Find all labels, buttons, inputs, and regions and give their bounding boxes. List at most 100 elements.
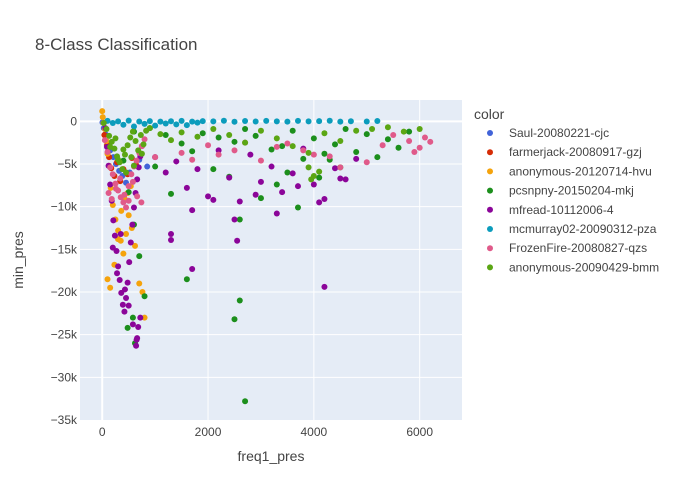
point-mfread-10112006-4 bbox=[332, 165, 339, 172]
point-anonymous-20120714-hvu bbox=[125, 212, 132, 219]
point-anonymous-20120714-hvu bbox=[141, 314, 148, 321]
legend-marker bbox=[487, 264, 493, 271]
legend-marker bbox=[487, 187, 493, 194]
point-anonymous-20120714-hvu bbox=[136, 280, 143, 287]
point-mfread-10112006-4 bbox=[205, 193, 212, 200]
point-anonymous-20090429-bmm bbox=[112, 135, 119, 142]
point-mfread-10112006-4 bbox=[117, 230, 124, 237]
point-mfread-10112006-4 bbox=[257, 178, 264, 185]
point-mfread-10112006-4 bbox=[289, 170, 296, 177]
point-anonymous-20090429-bmm bbox=[353, 127, 360, 134]
point-anonymous-20090429-bmm bbox=[120, 146, 127, 153]
y-tick-label: −15k bbox=[51, 242, 78, 256]
point-mfread-10112006-4 bbox=[231, 216, 238, 223]
point-saul-20080221-cjc bbox=[144, 163, 151, 170]
point-mcmurray02-20090312-pza bbox=[178, 117, 185, 124]
point-mcmurray02-20090312-pza bbox=[136, 118, 143, 125]
point-mcmurray02-20090312-pza bbox=[284, 118, 291, 125]
legend-item-label: mcmurray02-20090312-pza bbox=[509, 222, 657, 236]
y-tick-label: −5k bbox=[57, 157, 78, 171]
point-anonymous-20090429-bmm bbox=[123, 169, 130, 176]
point-frozenfire-20080827-qzs bbox=[215, 151, 222, 158]
point-anonymous-20090429-bmm bbox=[337, 137, 344, 144]
point-anonymous-20090429-bmm bbox=[140, 141, 147, 148]
point-mcmurray02-20090312-pza bbox=[363, 118, 370, 125]
point-mcmurray02-20090312-pza bbox=[115, 118, 122, 125]
y-tick-label: −30k bbox=[51, 370, 78, 384]
point-mcmurray02-20090312-pza bbox=[263, 117, 270, 124]
point-mcmurray02-20090312-pza bbox=[194, 119, 201, 126]
point-frozenfire-20080827-qzs bbox=[107, 164, 114, 171]
point-mfread-10112006-4 bbox=[119, 301, 126, 308]
point-anonymous-20120714-hvu bbox=[99, 114, 106, 121]
point-pcsnpny-20150204-mkj bbox=[321, 150, 328, 157]
point-mfread-10112006-4 bbox=[189, 265, 196, 272]
point-mfread-10112006-4 bbox=[252, 191, 259, 198]
point-mcmurray02-20090312-pza bbox=[125, 117, 132, 124]
point-frozenfire-20080827-qzs bbox=[108, 195, 115, 202]
point-anonymous-20090429-bmm bbox=[132, 137, 139, 144]
point-mfread-10112006-4 bbox=[310, 181, 317, 188]
point-mfread-10112006-4 bbox=[121, 286, 128, 293]
point-pcsnpny-20150204-mkj bbox=[236, 297, 243, 304]
point-anonymous-20090429-bmm bbox=[400, 128, 407, 135]
y-tick-label: −20k bbox=[51, 285, 78, 299]
point-mfread-10112006-4 bbox=[316, 199, 323, 206]
legend-marker bbox=[487, 206, 493, 213]
point-pcsnpny-20150204-mkj bbox=[294, 204, 301, 211]
point-frozenfire-20080827-qzs bbox=[205, 142, 212, 149]
point-anonymous-20090429-bmm bbox=[115, 156, 122, 163]
point-anonymous-20120714-hvu bbox=[123, 230, 130, 237]
point-anonymous-20090429-bmm bbox=[178, 129, 185, 136]
x-tick-label: 6000 bbox=[406, 425, 433, 439]
point-mcmurray02-20090312-pza bbox=[152, 122, 159, 129]
point-frozenfire-20080827-qzs bbox=[120, 199, 127, 206]
point-pcsnpny-20150204-mkj bbox=[310, 135, 317, 142]
point-frozenfire-20080827-qzs bbox=[310, 151, 317, 158]
point-pcsnpny-20150204-mkj bbox=[374, 154, 381, 161]
point-mfread-10112006-4 bbox=[109, 244, 116, 251]
point-mfread-10112006-4 bbox=[129, 321, 136, 328]
point-pcsnpny-20150204-mkj bbox=[268, 146, 275, 153]
point-mfread-10112006-4 bbox=[294, 183, 301, 190]
legend-item-label: pcsnpny-20150204-mkj bbox=[509, 184, 634, 198]
point-anonymous-20090429-bmm bbox=[106, 132, 113, 139]
point-anonymous-20090429-bmm bbox=[128, 154, 135, 161]
point-frozenfire-20080827-qzs bbox=[257, 157, 264, 164]
point-frozenfire-20080827-qzs bbox=[105, 190, 112, 197]
point-anonymous-20090429-bmm bbox=[369, 126, 376, 133]
point-frozenfire-20080827-qzs bbox=[138, 199, 145, 206]
point-mcmurray02-20090312-pza bbox=[199, 118, 206, 125]
point-mfread-10112006-4 bbox=[268, 163, 275, 170]
point-frozenfire-20080827-qzs bbox=[104, 149, 111, 156]
point-frozenfire-20080827-qzs bbox=[112, 180, 119, 187]
point-mfread-10112006-4 bbox=[116, 277, 123, 284]
point-mfread-10112006-4 bbox=[337, 175, 344, 182]
point-anonymous-20090429-bmm bbox=[138, 150, 145, 157]
point-pcsnpny-20150204-mkj bbox=[284, 169, 291, 176]
point-mcmurray02-20090312-pza bbox=[252, 118, 259, 125]
legend-item-label: Saul-20080221-cjc bbox=[509, 126, 609, 140]
point-mcmurray02-20090312-pza bbox=[231, 118, 238, 125]
point-pcsnpny-20150204-mkj bbox=[242, 398, 249, 405]
point-mfread-10112006-4 bbox=[130, 204, 137, 211]
point-anonymous-20090429-bmm bbox=[308, 176, 315, 183]
point-frozenfire-20080827-qzs bbox=[129, 178, 136, 185]
point-mcmurray02-20090312-pza bbox=[220, 117, 227, 124]
point-mfread-10112006-4 bbox=[183, 184, 190, 191]
point-mcmurray02-20090312-pza bbox=[294, 117, 301, 124]
x-axis-title: freq1_pres bbox=[238, 448, 305, 464]
point-mcmurray02-20090312-pza bbox=[326, 117, 333, 124]
point-frozenfire-20080827-qzs bbox=[117, 175, 124, 182]
point-pcsnpny-20150204-mkj bbox=[215, 134, 222, 141]
point-frozenfire-20080827-qzs bbox=[128, 171, 135, 178]
point-mfread-10112006-4 bbox=[110, 217, 117, 224]
point-frozenfire-20080827-qzs bbox=[416, 144, 423, 151]
point-frozenfire-20080827-qzs bbox=[337, 164, 344, 171]
y-axis-ticks: 0 −5k −10k −15k −20k −25k −30k −35k bbox=[51, 114, 78, 427]
point-mfread-10112006-4 bbox=[215, 147, 222, 154]
point-frozenfire-20080827-qzs bbox=[231, 147, 238, 154]
point-frozenfire-20080827-qzs bbox=[189, 156, 196, 163]
point-mcmurray02-20090312-pza bbox=[162, 120, 169, 127]
y-axis-title: min_pres bbox=[10, 231, 26, 289]
